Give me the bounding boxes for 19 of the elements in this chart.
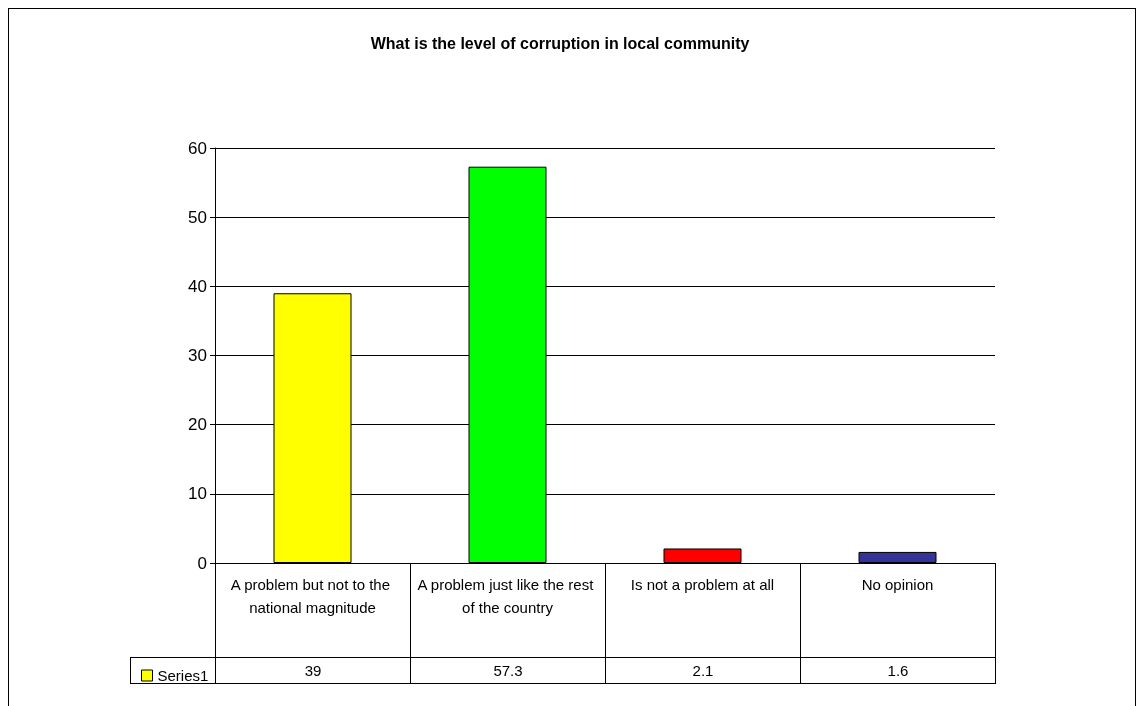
y-tick-label: 30	[188, 346, 207, 365]
y-tick-label: 20	[188, 415, 207, 435]
bar	[858, 551, 937, 563]
y-tick-label: 60	[188, 138, 207, 158]
chart-title: What is the level of corruption in local community	[370, 34, 750, 52]
x-tick-label: A problem just like the rest of the country	[417, 576, 598, 616]
bar	[663, 548, 742, 563]
data-label: 1.6	[800, 657, 996, 684]
data-label: 39	[215, 657, 411, 684]
x-tick-label: No opinion	[861, 576, 934, 593]
data-label: 2.1	[605, 657, 801, 684]
y-tick-label: 50	[188, 207, 207, 227]
x-tick-label: A problem but not to the national magnitude	[230, 576, 395, 616]
x-tick-label: Is not a problem at all	[630, 576, 775, 593]
legend-label: Series1	[157, 667, 209, 684]
y-tick-label: 0	[197, 553, 207, 573]
y-tick-label: 10	[188, 484, 207, 504]
data-label: 57.3	[410, 657, 606, 684]
y-tick-label: 40	[188, 276, 207, 296]
